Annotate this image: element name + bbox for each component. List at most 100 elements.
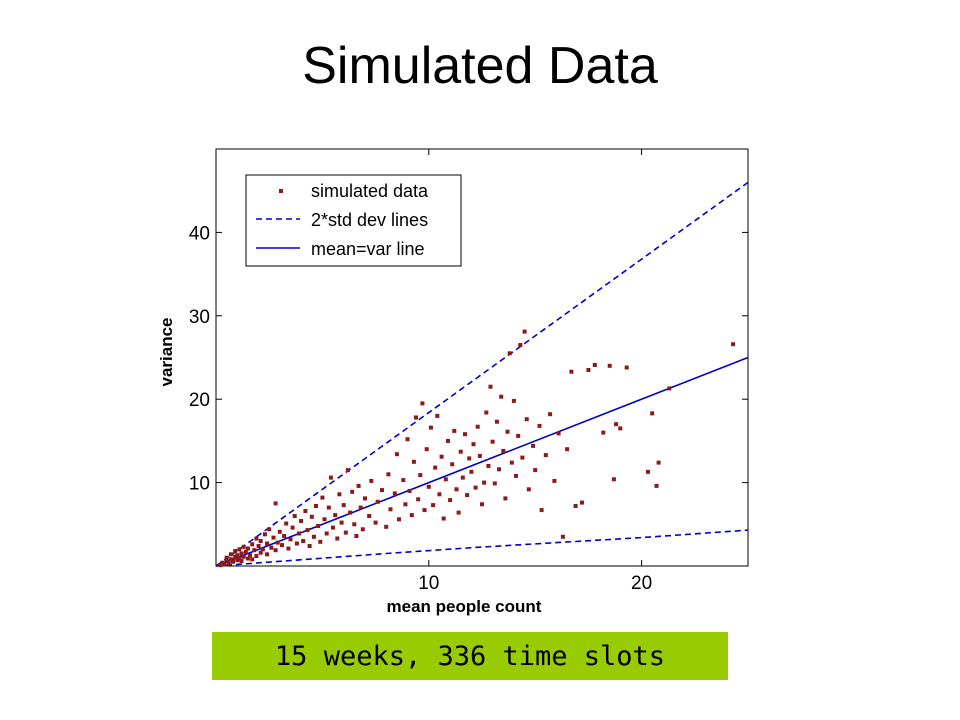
data-point xyxy=(731,342,736,347)
y-axis-label: variance xyxy=(157,318,176,387)
data-point xyxy=(360,527,365,532)
data-point xyxy=(252,548,257,553)
data-point xyxy=(307,544,312,548)
y-tick-label: 10 xyxy=(189,474,210,495)
data-point xyxy=(456,510,461,515)
data-point xyxy=(337,492,342,497)
data-point xyxy=(254,554,259,558)
data-point xyxy=(416,497,421,502)
data-point xyxy=(397,517,401,522)
data-point xyxy=(326,505,331,510)
data-point xyxy=(265,552,270,557)
data-point xyxy=(245,556,250,561)
data-point xyxy=(348,510,353,515)
data-point xyxy=(333,513,338,518)
data-point xyxy=(543,453,548,458)
data-point xyxy=(611,477,616,482)
data-point xyxy=(358,505,363,510)
data-point xyxy=(480,502,484,507)
data-point xyxy=(592,363,597,367)
lower-std-dev-line xyxy=(215,529,749,567)
legend-label-mean-var: mean=var line xyxy=(311,239,425,259)
data-point xyxy=(477,453,482,458)
data-point xyxy=(520,455,525,460)
data-point xyxy=(258,539,263,543)
data-point xyxy=(624,365,629,370)
data-point xyxy=(458,449,463,454)
data-point xyxy=(454,487,459,492)
data-point xyxy=(258,550,263,555)
data-point xyxy=(601,430,606,435)
data-point xyxy=(667,386,672,391)
data-point xyxy=(228,557,233,562)
data-point xyxy=(367,514,372,518)
data-point xyxy=(220,560,225,565)
data-point xyxy=(518,343,523,347)
data-point xyxy=(277,529,282,534)
slide-title: Simulated Data xyxy=(302,37,658,95)
y-tick-label: 40 xyxy=(189,223,210,244)
legend-label-simulated: simulated data xyxy=(311,181,429,201)
data-point xyxy=(250,557,255,562)
data-point xyxy=(471,442,476,447)
data-point xyxy=(269,545,274,550)
data-point xyxy=(328,475,333,480)
data-point xyxy=(297,531,301,536)
data-point xyxy=(275,540,280,545)
caption-text: 15 weeks, 336 time slots xyxy=(274,640,666,672)
data-point xyxy=(499,394,504,399)
data-point xyxy=(656,460,661,465)
data-point xyxy=(318,539,323,544)
data-point xyxy=(439,454,444,459)
x-tick-label: 20 xyxy=(631,573,652,594)
data-point xyxy=(569,369,574,374)
data-point xyxy=(254,536,259,541)
data-point xyxy=(273,548,278,553)
data-point xyxy=(537,423,542,428)
data-point xyxy=(560,534,565,539)
data-point xyxy=(233,554,238,559)
data-point xyxy=(386,472,391,477)
data-point xyxy=(435,413,440,418)
data-point xyxy=(301,539,306,543)
data-point xyxy=(311,534,316,539)
data-point xyxy=(654,483,659,488)
data-point xyxy=(414,415,418,420)
data-point xyxy=(552,478,557,483)
data-point xyxy=(452,428,457,433)
data-point xyxy=(433,465,438,470)
data-point xyxy=(339,520,344,525)
data-point xyxy=(494,419,499,424)
data-point xyxy=(369,478,374,483)
data-point xyxy=(507,351,512,356)
caption-box: 15 weeks, 336 time slots xyxy=(212,632,728,680)
data-point xyxy=(363,496,367,501)
data-point xyxy=(531,443,536,448)
data-point xyxy=(548,412,553,417)
legend: simulated data 2*std dev lines mean=var … xyxy=(245,174,462,267)
data-point xyxy=(482,480,487,485)
data-point xyxy=(448,498,453,503)
data-point xyxy=(352,522,357,527)
data-point xyxy=(373,520,378,525)
data-point xyxy=(650,411,655,416)
data-point xyxy=(299,519,304,523)
data-point xyxy=(235,558,240,563)
data-point xyxy=(503,496,508,501)
data-point xyxy=(292,514,297,518)
data-point xyxy=(224,559,229,563)
data-point xyxy=(235,553,240,558)
data-point xyxy=(565,447,570,452)
data-point xyxy=(394,452,399,457)
data-point xyxy=(256,544,261,548)
data-point xyxy=(411,459,416,464)
legend-marker-points xyxy=(279,189,283,193)
y-tick-label: 20 xyxy=(189,390,210,411)
data-point xyxy=(492,481,497,486)
data-point xyxy=(233,549,238,553)
data-point xyxy=(646,469,650,474)
mean-var-line xyxy=(215,356,749,567)
data-point xyxy=(522,329,527,334)
data-point xyxy=(294,541,299,546)
